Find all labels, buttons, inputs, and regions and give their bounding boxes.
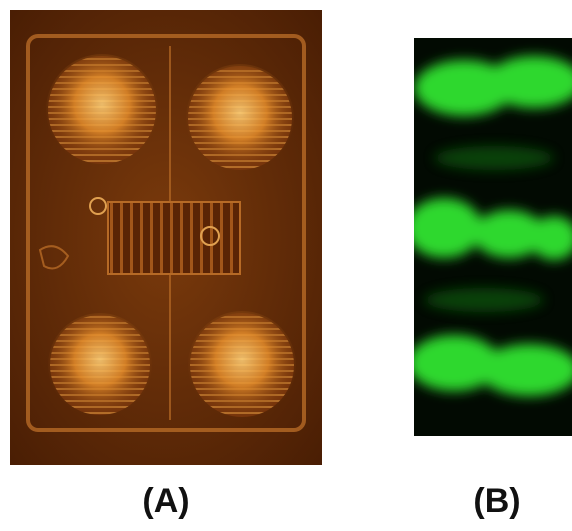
- well-bottom-left: [48, 313, 152, 417]
- micrograph-image: [10, 10, 322, 465]
- central-channel: [107, 201, 241, 275]
- well-top-right: [186, 64, 294, 172]
- well-top-left: [46, 54, 158, 166]
- panel-b-fluorescence: [414, 38, 572, 436]
- panel-a-micrograph: [10, 10, 322, 465]
- panel-a-label: (A): [142, 482, 190, 520]
- panel-b-label: (B): [473, 482, 521, 520]
- fluorescence-image: [414, 38, 572, 436]
- well-bottom-right: [188, 311, 296, 419]
